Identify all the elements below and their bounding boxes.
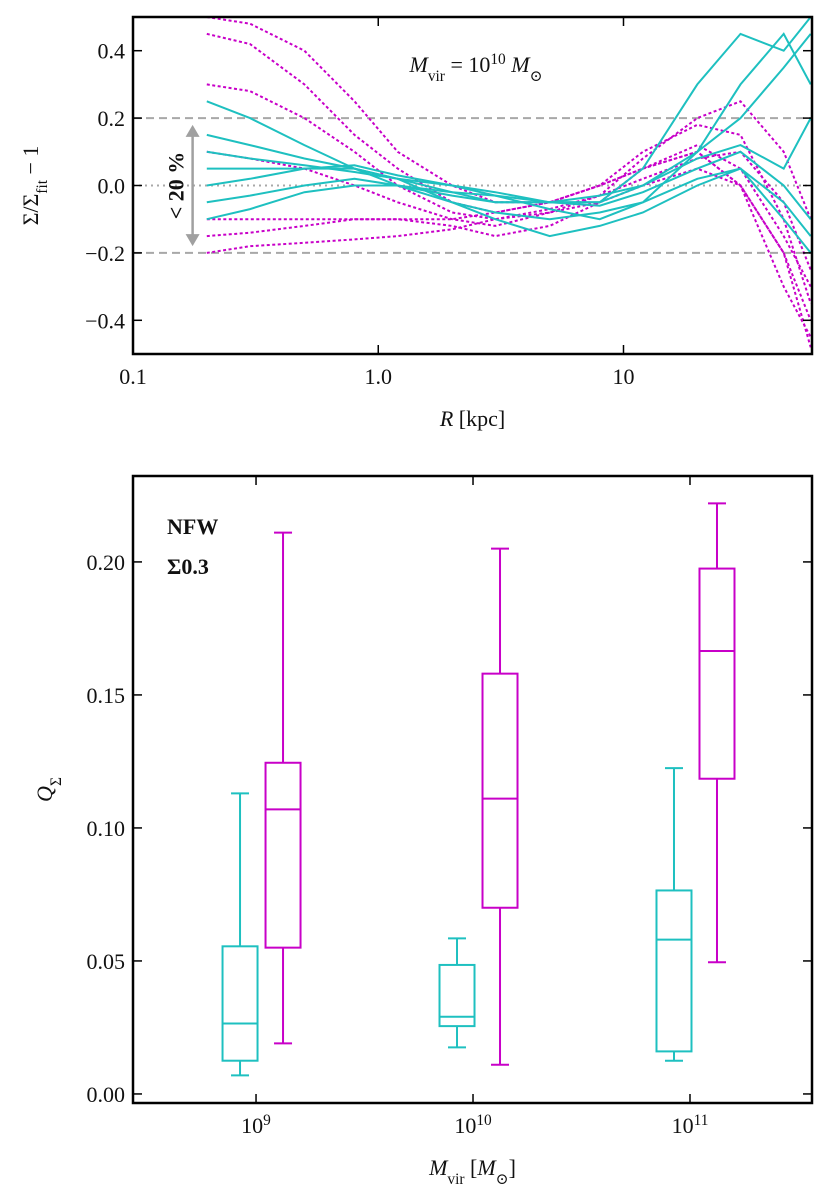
x-axis-label-part: R xyxy=(439,406,454,431)
legend-label: NFW xyxy=(167,514,218,539)
x-axis-label: Mvir [M⊙] xyxy=(428,1155,516,1188)
x-tick-label: 1.0 xyxy=(364,364,392,389)
axes-frame xyxy=(131,474,814,1105)
data-line xyxy=(206,17,812,204)
data-line xyxy=(206,150,812,254)
data-line xyxy=(206,143,812,288)
x-axis-label-part: vir xyxy=(447,1171,464,1188)
box xyxy=(481,672,519,909)
x-tick-label-base: 10 xyxy=(241,1113,263,1138)
x-axis-label-part: [kpc] xyxy=(453,406,505,431)
box xyxy=(221,945,259,1062)
x-axis-label-part: M xyxy=(476,1155,497,1180)
x-tick-label-base: 1.0 xyxy=(364,364,392,389)
y-axis-label-part: Σ xyxy=(48,777,65,786)
arrow-label: < 20 % xyxy=(164,152,189,220)
panel: < 20 %Mvir = 1010 M⊙0.1 1.0 100.40.20.0−0.… xyxy=(18,15,814,431)
x-tick-label: 109 xyxy=(241,1112,271,1139)
y-tick-label: 0.15 xyxy=(87,683,126,708)
data-line xyxy=(206,150,812,271)
data-line xyxy=(206,32,812,221)
x-axis-label-part: ] xyxy=(509,1155,516,1180)
y-tick-label: 0.05 xyxy=(87,949,126,974)
x-tick-label-exponent: 11 xyxy=(694,1112,709,1129)
x-tick-label-base: 10 xyxy=(672,1113,694,1138)
x-tick-label: 10 xyxy=(612,364,634,389)
y-axis-label-part: fit xyxy=(34,179,51,193)
y-tick-label: 0.10 xyxy=(87,816,126,841)
annotation-part: M xyxy=(409,52,430,77)
y-tick-label: 0.00 xyxy=(87,1082,126,1107)
x-axis-label-part: [ xyxy=(465,1155,478,1180)
x-tick-label-base: 10 xyxy=(454,1113,476,1138)
x-tick-label: 1010 xyxy=(454,1112,492,1139)
y-tick-label: 0.2 xyxy=(98,106,126,131)
data-line xyxy=(206,117,812,221)
y-tick-label: −0.4 xyxy=(85,308,125,333)
x-tick-label-exponent: 10 xyxy=(476,1112,492,1129)
legend-label: Σ0.3 xyxy=(167,554,209,579)
y-axis-label-part: Σ/Σ xyxy=(18,194,43,226)
y-axis-label-part: Q xyxy=(32,786,57,802)
annotation-part: vir xyxy=(428,68,445,85)
plot-area xyxy=(133,17,812,348)
y-axis-label: QΣ xyxy=(32,777,65,802)
box xyxy=(438,963,476,1028)
annotation-part: 10 xyxy=(490,51,506,68)
x-tick-label: 0.1 xyxy=(119,364,147,389)
x-tick-label-exponent: 9 xyxy=(263,1112,271,1129)
y-tick-label: 0.4 xyxy=(98,39,126,64)
y-tick-label: −0.2 xyxy=(85,241,125,266)
data-line xyxy=(206,100,812,227)
x-axis-label-part: ⊙ xyxy=(496,1171,509,1188)
annotation: Mvir = 1010 M⊙ xyxy=(409,51,543,85)
x-axis-label-part: M xyxy=(428,1155,449,1180)
x-axis-label: R [kpc] xyxy=(439,406,505,431)
data-line xyxy=(206,167,812,348)
annotation-part: = 10 xyxy=(445,52,490,77)
y-tick-label: 0.0 xyxy=(98,174,126,199)
box xyxy=(655,889,693,1053)
annotation-part: M xyxy=(506,52,532,77)
arrow-head xyxy=(185,124,200,137)
y-axis-label: Σ/Σfit − 1 xyxy=(18,146,51,226)
box xyxy=(698,567,736,780)
y-axis-label-part: − 1 xyxy=(18,146,43,180)
data-line xyxy=(206,32,812,304)
y-tick-label: 0.20 xyxy=(87,550,126,575)
plot-area xyxy=(221,502,736,1077)
x-tick-label: 1011 xyxy=(672,1112,709,1139)
arrow-head xyxy=(185,234,200,247)
annotation-part: ⊙ xyxy=(530,68,543,85)
box xyxy=(264,761,302,949)
